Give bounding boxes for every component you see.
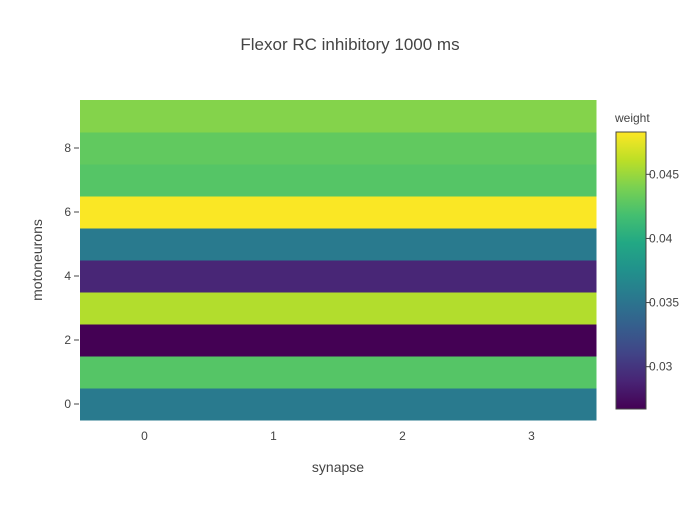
heatmap-cell <box>80 324 210 357</box>
heatmap-cell <box>80 356 210 389</box>
colorbar: weight 0.03 0.035 0.04 0.045 <box>614 111 679 410</box>
colorbar-tick-label: 0.04 <box>649 231 673 245</box>
heatmap-cell <box>467 292 597 325</box>
heatmap-cell <box>467 132 597 165</box>
heatmap-cell <box>338 196 468 229</box>
y-axis: 0 2 4 6 8 <box>64 141 79 411</box>
heatmap-cell <box>80 228 210 261</box>
heatmap-cell <box>467 324 597 357</box>
heatmap-cell <box>467 164 597 197</box>
heatmap-cell <box>80 100 210 133</box>
heatmap-cell <box>467 356 597 389</box>
heatmap-cell <box>338 132 468 165</box>
heatmap-cell <box>80 132 210 165</box>
heatmap-cell <box>338 388 468 421</box>
heatmap-cell <box>209 388 339 421</box>
heatmap-cell <box>338 164 468 197</box>
heatmap-cell <box>209 324 339 357</box>
x-tick-label: 2 <box>399 429 406 443</box>
heatmap-cell <box>467 100 597 133</box>
heatmap-cell <box>338 292 468 325</box>
heatmap-cell <box>209 260 339 293</box>
colorbar-tick-label: 0.03 <box>649 360 673 374</box>
x-axis-label: synapse <box>312 459 364 475</box>
chart-title: Flexor RC inhibitory 1000 ms <box>240 35 459 54</box>
heatmap-cell <box>338 100 468 133</box>
y-tick-label: 2 <box>64 333 71 347</box>
heatmap-cell <box>467 196 597 229</box>
heatmap-cells <box>80 100 597 421</box>
heatmap-cell <box>209 292 339 325</box>
x-tick-label: 1 <box>270 429 277 443</box>
heatmap-cell <box>467 388 597 421</box>
heatmap-cell <box>467 228 597 261</box>
heatmap-cell <box>338 260 468 293</box>
y-tick-label: 4 <box>64 269 71 283</box>
heatmap-cell <box>338 356 468 389</box>
colorbar-gradient <box>615 131 647 410</box>
heatmap-cell <box>209 228 339 261</box>
x-tick-label: 0 <box>141 429 148 443</box>
heatmap-cell <box>467 260 597 293</box>
heatmap-cell <box>209 356 339 389</box>
colorbar-tick-label: 0.045 <box>649 167 679 181</box>
colorbar-ticks: 0.03 0.035 0.04 0.045 <box>646 167 679 374</box>
heatmap-cell <box>209 164 339 197</box>
heatmap-cell <box>209 132 339 165</box>
y-tick-label: 8 <box>64 141 71 155</box>
heatmap-cell <box>209 100 339 133</box>
x-tick-label: 3 <box>528 429 535 443</box>
heatmap-cell <box>80 196 210 229</box>
heatmap-cell <box>209 196 339 229</box>
heatmap-cell <box>80 260 210 293</box>
heatmap-cell <box>338 324 468 357</box>
colorbar-tick-label: 0.035 <box>649 296 679 310</box>
x-axis: 0 1 2 3 <box>141 429 535 443</box>
y-tick-label: 6 <box>64 205 71 219</box>
heatmap-cell <box>338 228 468 261</box>
heatmap-cell <box>80 388 210 421</box>
y-axis-label: motoneurons <box>29 219 45 301</box>
heatmap-cell <box>80 164 210 197</box>
colorbar-title: weight <box>614 111 650 125</box>
y-tick-label: 0 <box>64 397 71 411</box>
heatmap-cell <box>80 292 210 325</box>
